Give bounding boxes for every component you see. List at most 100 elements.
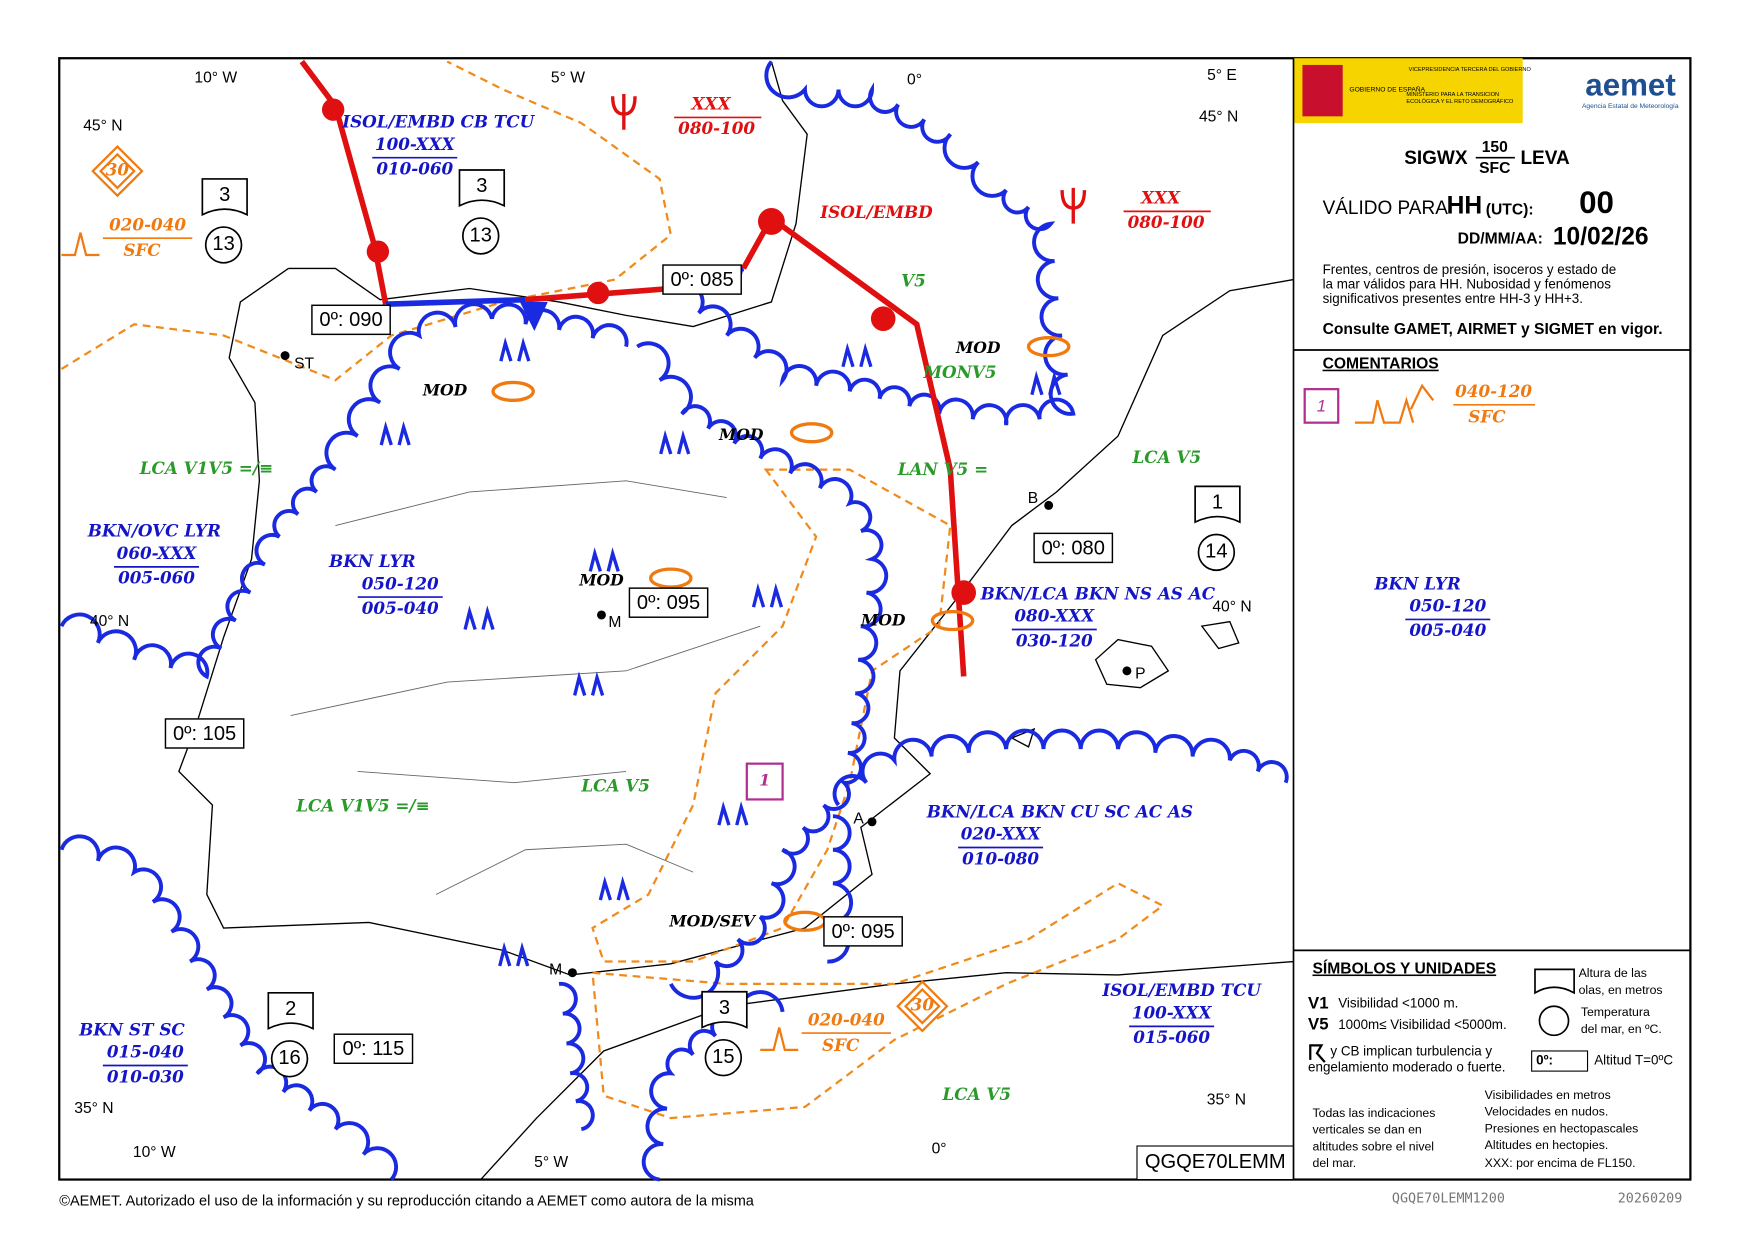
cloud-base: 005-040 xyxy=(362,598,439,618)
visibility: LCA V5 xyxy=(941,1084,1011,1104)
visibility: LCA V1V5 =/≡ xyxy=(295,796,429,816)
level-bottom: SFC xyxy=(1479,160,1510,177)
cb-base: 080-100 xyxy=(1128,212,1205,232)
cloud-boundary xyxy=(832,728,1289,807)
level-top: 150 xyxy=(1482,139,1508,156)
cloud-boundary xyxy=(59,834,399,1181)
comment-ref: 1 xyxy=(759,771,770,790)
turb-symbol xyxy=(760,1027,799,1051)
cloud-top: 050-120 xyxy=(362,573,439,593)
freezing-level: 0º: 115 xyxy=(343,1038,405,1060)
region: LEVA xyxy=(1520,148,1570,169)
turb-top: 020-040 xyxy=(808,1009,885,1029)
cloud-base: 010-060 xyxy=(376,159,453,179)
description: la mar válidos para HH. Nubosidad y fenó… xyxy=(1323,277,1612,292)
comment-id: 1 xyxy=(1317,396,1326,415)
grid-label: 40° N xyxy=(1212,598,1251,615)
legend-note: Altitudes en hectopies. xyxy=(1485,1138,1609,1152)
wave-height: 1 xyxy=(1212,491,1223,513)
sea-temp: 14 xyxy=(1205,541,1227,563)
freezing-level: 0º: 095 xyxy=(831,921,894,943)
fz-box xyxy=(333,1033,414,1065)
city-dot xyxy=(567,968,577,978)
legend-wave: olas, en metros xyxy=(1579,983,1663,997)
grid-label: 0° xyxy=(932,1141,947,1158)
cloud-top: 060-XXX xyxy=(117,543,198,563)
hh: HH xyxy=(1447,192,1482,219)
turbulence-areas xyxy=(60,60,1165,1120)
turbulence: MOD xyxy=(422,380,468,399)
agency-label: Agencia Estatal de Meteorología xyxy=(1582,103,1679,110)
cloud-top: 100-XXX xyxy=(1132,1003,1213,1023)
hour: 00 xyxy=(1579,185,1614,220)
ministry-label: MINISTERIO PARA LA TRANSICIÓN ECOLÓGICA … xyxy=(1406,91,1514,106)
mountain-wave xyxy=(751,583,784,608)
grid-label: 45° N xyxy=(1199,109,1238,126)
legend-temp: del mar, en ºC. xyxy=(1581,1022,1662,1036)
mountain-wave xyxy=(1030,370,1062,396)
cloud-base: 010-080 xyxy=(962,848,1039,868)
mountain-wave xyxy=(499,337,531,362)
legend-note: verticales se dan en xyxy=(1313,1123,1422,1137)
city-dot xyxy=(597,610,606,620)
legend-v5-text: 1000m≤ Visibilidad <5000m. xyxy=(1338,1017,1506,1032)
fz-box xyxy=(1033,532,1114,564)
mountain-wave xyxy=(588,547,620,572)
icing-symbols xyxy=(491,336,1071,932)
comment-top: 040-120 xyxy=(1455,381,1532,401)
turbulence: MOD/SEV xyxy=(668,911,756,930)
legend-note: altitudes sobre el nivel xyxy=(1313,1139,1435,1153)
cloud-base: 015-060 xyxy=(1133,1027,1210,1047)
cloud-type: BKN/LCA BKN NS AS AC xyxy=(980,583,1216,603)
logo-block: GOBIERNO DE ESPAÑA VICEPRESIDENCIA TERCE… xyxy=(1293,58,1679,124)
cloud-top: 080-XXX xyxy=(1014,606,1095,626)
aemet-logo: aemet xyxy=(1585,68,1676,103)
wave-height: 3 xyxy=(719,997,730,1019)
cloud-base: 005-040 xyxy=(1409,620,1486,640)
legend-temp: Temperatura xyxy=(1581,1005,1650,1019)
mountain-wave xyxy=(379,420,411,446)
temp-circle xyxy=(1197,533,1236,572)
turbulence: MOD xyxy=(718,425,764,444)
legend-title: SÍMBOLOS Y UNIDADES xyxy=(1313,959,1497,978)
wave-height: 2 xyxy=(285,998,296,1020)
city: B xyxy=(1028,490,1038,507)
max-wave-box xyxy=(91,144,144,198)
city: M xyxy=(608,614,621,631)
city-dot xyxy=(280,351,290,361)
comment-box xyxy=(745,762,784,801)
cloud-type: BKN/LCA BKN CU SC AC AS xyxy=(926,801,1193,821)
cloud-boundary xyxy=(59,302,629,680)
cb-top: XXX xyxy=(1140,188,1181,208)
wave-height: 3 xyxy=(476,175,487,197)
cloud-type: BKN/OVC LYR xyxy=(87,521,221,541)
mountain-wave xyxy=(598,875,630,901)
grid-label: 5° E xyxy=(1207,67,1237,84)
freezing-level: 0º: 085 xyxy=(670,269,733,291)
legend: SÍMBOLOS Y UNIDADES V1 Visibilidad <1000… xyxy=(1136,949,1691,1181)
freezing-level: 0º: 080 xyxy=(1042,537,1105,559)
bulletin-id: QGQE70LEMM xyxy=(1145,1151,1286,1173)
grid-label: 35° N xyxy=(74,1100,113,1117)
mountain-wave xyxy=(659,429,691,455)
mountain-wave xyxy=(498,941,530,967)
city-dot xyxy=(1044,500,1054,510)
legend-note: Presiones en hectopascales xyxy=(1485,1121,1639,1135)
max-wave: 30 xyxy=(106,160,130,180)
legend-v1: V1 xyxy=(1308,993,1329,1012)
fz-box xyxy=(311,304,391,336)
grid-label: 10° W xyxy=(133,1144,176,1161)
cloud-top: 100-XXX xyxy=(375,134,456,154)
grid-label: 5° W xyxy=(534,1154,568,1171)
sea-temp: 15 xyxy=(712,1046,734,1068)
turbulence: MOD xyxy=(860,611,906,630)
turb-symbol xyxy=(61,232,100,257)
max-wave-box xyxy=(896,980,949,1033)
legend-v1-text: Visibilidad <1000 m. xyxy=(1338,996,1458,1011)
wave-height: 3 xyxy=(219,184,230,206)
legend-note: del mar. xyxy=(1313,1156,1357,1170)
stamp: 20260209 xyxy=(1618,1192,1683,1207)
freezing-level: 0º: 095 xyxy=(637,592,700,614)
legend-note: Visibilidades en metros xyxy=(1485,1088,1611,1102)
